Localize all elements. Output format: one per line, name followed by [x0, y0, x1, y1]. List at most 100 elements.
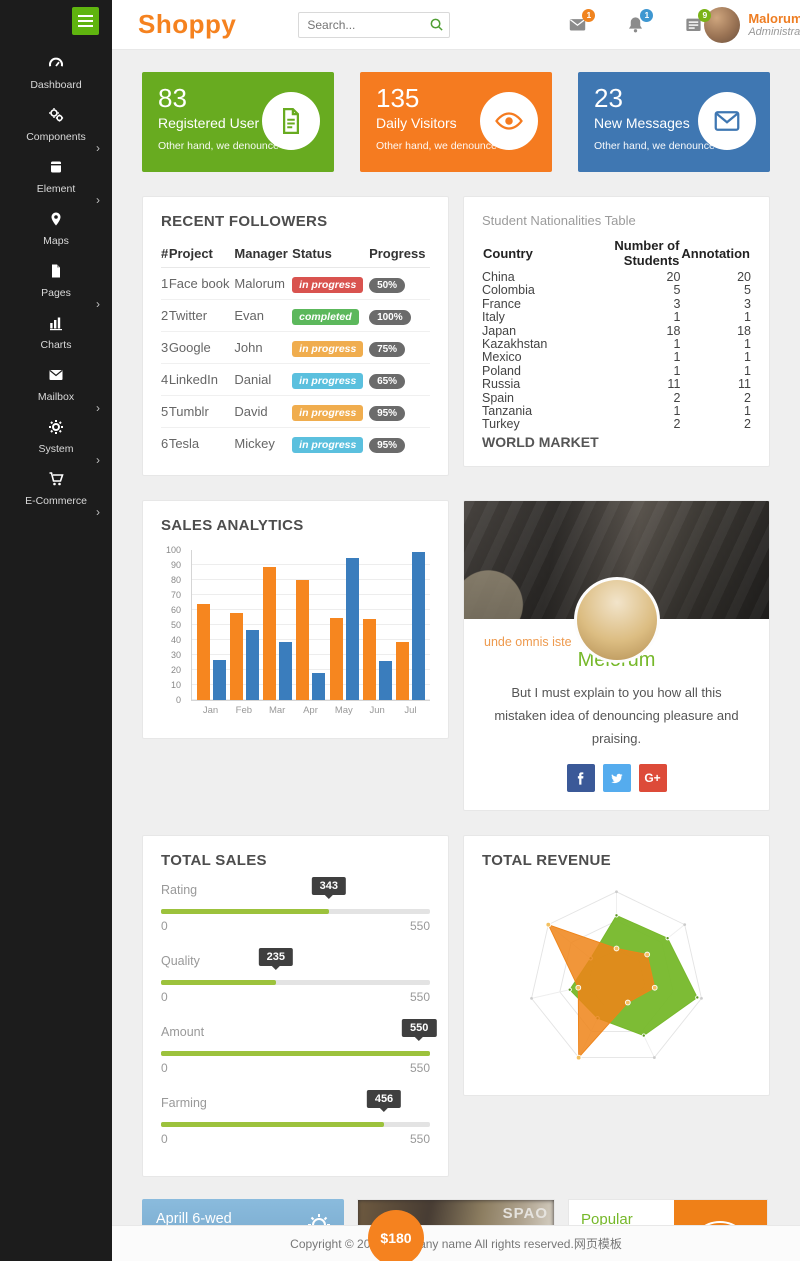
sales-chart-plot	[191, 550, 430, 701]
table-row: Russia 11 11	[482, 377, 751, 392]
sidebar-item-mailbox[interactable]: Mailbox ›	[0, 360, 112, 415]
sidebar-item-components[interactable]: Components ›	[0, 100, 112, 155]
bar-series-blue[interactable]	[312, 673, 326, 700]
table-row: Kazakhstan 1 1	[482, 337, 751, 352]
bar-series-blue[interactable]	[246, 629, 260, 700]
stat-subtext: Other hand, we denounce	[376, 140, 497, 152]
bar-series-blue[interactable]	[279, 641, 293, 700]
mailbox-icon	[48, 370, 64, 387]
progress-track[interactable]	[161, 980, 430, 986]
progress-track[interactable]	[161, 1051, 430, 1057]
total-sales-title: TOTAL SALES	[161, 852, 267, 870]
bar-series-orange[interactable]	[395, 641, 409, 700]
scale-min: 0	[161, 1061, 168, 1076]
sidebar-item-dashboard[interactable]: Dashboard	[0, 48, 112, 100]
y-tick-label: 50	[170, 620, 181, 630]
table-row[interactable]: 4 LinkedIn Danial in progress 65%	[161, 363, 430, 396]
twitter-icon[interactable]	[602, 764, 631, 793]
column-header: Annotation	[681, 245, 750, 261]
sidebar-item-system[interactable]: System ›	[0, 412, 112, 467]
sidebar-item-charts[interactable]: Charts	[0, 308, 112, 360]
bar-series-orange[interactable]	[362, 619, 376, 700]
column-header: #	[161, 240, 169, 268]
table-row: France 3 3	[482, 296, 751, 311]
facebook-icon[interactable]	[566, 764, 595, 793]
y-tick-label: 70	[170, 590, 181, 600]
bar-series-orange[interactable]	[296, 580, 310, 700]
revenue-radar-svg	[530, 890, 703, 1061]
progress-fill	[161, 980, 276, 986]
bar-series-orange[interactable]	[197, 604, 210, 700]
table-row[interactable]: 1 Face book Malorum in progress 50%	[161, 267, 430, 300]
table-row[interactable]: 3 Google John in progress 75%	[161, 331, 430, 364]
x-tick-label: May	[334, 705, 353, 716]
stat-card-registered-user[interactable]: 83 Registered User Other hand, we denoun…	[142, 72, 334, 172]
y-tick-label: 20	[170, 665, 181, 675]
progress-track[interactable]	[161, 909, 430, 915]
sidebar-item-pages[interactable]: Pages ›	[0, 256, 112, 311]
x-tick-label: Feb	[235, 705, 253, 716]
app-logo[interactable]: Shoppy	[138, 9, 237, 39]
y-tick-label: 0	[175, 695, 181, 705]
table-row[interactable]: 2 Twitter Evan completed 100%	[161, 299, 430, 332]
stat-card-daily-visitors[interactable]: 135 Daily Visitors Other hand, we denoun…	[360, 72, 552, 172]
header-icons: 1 1 9	[568, 8, 712, 35]
sidebar-item-element[interactable]: Element ›	[0, 152, 112, 207]
google-plus-icon[interactable]: G+	[638, 764, 667, 793]
hamburger-menu-button[interactable]	[72, 7, 99, 35]
bar-series-blue[interactable]	[345, 557, 359, 700]
element-icon	[48, 161, 64, 179]
tasks-button[interactable]: 9	[684, 8, 712, 35]
sidebar-item-ecommerce[interactable]: E-Commerce ›	[0, 464, 112, 519]
stat-label: Daily Visitors	[376, 115, 457, 131]
scale-max: 550	[409, 919, 430, 934]
table-row[interactable]: 6 Tesla Mickey in progress 95%	[161, 428, 430, 460]
bar-series-orange[interactable]	[263, 566, 277, 700]
bar-series-orange[interactable]	[329, 617, 343, 700]
sales-chart: 100 90 80 70 60 50 40 30 20 10 0 Jan Feb Mar Apr May Ju…	[161, 545, 430, 716]
scale-max: 550	[409, 990, 430, 1005]
scale-min: 0	[161, 919, 168, 934]
envelope-icon	[698, 92, 756, 150]
bar-series-blue[interactable]	[378, 661, 392, 700]
messages-button[interactable]: 1	[568, 8, 596, 35]
table-row[interactable]: 5 Tumblr David in progress 95%	[161, 395, 430, 428]
column-header: Project	[168, 240, 235, 268]
search-input[interactable]	[298, 11, 451, 38]
user-role: Administrator	[748, 26, 800, 38]
sidebar-item-label: Maps	[43, 235, 69, 247]
sidebar-item-maps[interactable]: Maps	[0, 204, 112, 256]
stat-value: 23	[594, 83, 623, 113]
progress-badge: 65%	[369, 374, 406, 389]
main-content: 83 Registered User Other hand, we denoun…	[112, 50, 800, 1261]
sales-analytics-card: SALES ANALYTICS 100 90 80 70 60 50 40 30 20 10 0 J…	[142, 500, 449, 739]
sidebar-item-label: Components	[26, 131, 86, 143]
stat-value: 83	[158, 83, 187, 113]
bar-series-orange[interactable]	[230, 613, 244, 700]
sidebar-item-label: E-Commerce	[25, 495, 87, 507]
column-header: Manager	[234, 240, 293, 268]
progress-value-badge: 343	[311, 877, 347, 896]
recent-followers-title: RECENT FOLLOWERS	[161, 213, 328, 230]
progress-badge: 95%	[369, 438, 406, 453]
chevron-right-icon: ›	[96, 193, 100, 207]
chevron-right-icon: ›	[96, 297, 100, 311]
total-revenue-title: TOTAL REVENUE	[482, 852, 611, 870]
popular-title: Popular	[581, 1211, 633, 1229]
sales-chart-x-axis: Jan Feb Mar Apr May Jun Jul	[191, 701, 430, 716]
notifications-button[interactable]: 1	[626, 8, 654, 35]
bar-series-blue[interactable]	[213, 659, 226, 700]
user-menu[interactable]: Malorum Administrator	[704, 6, 800, 43]
progress-fill	[161, 909, 329, 915]
stat-card-new-messages[interactable]: 23 New Messages Other hand, we denounce	[578, 72, 770, 172]
sales-progress-item: Quality 235 0 550	[161, 948, 430, 1005]
search-icon[interactable]	[429, 17, 444, 32]
x-tick-label: Jan	[202, 705, 219, 716]
bar-series-blue[interactable]	[411, 551, 425, 700]
scale-min: 0	[161, 990, 168, 1005]
progress-track[interactable]	[161, 1122, 430, 1128]
dashboard-icon	[48, 57, 64, 75]
tasks-count-badge: 9	[698, 8, 712, 22]
stat-label: Registered User	[158, 115, 260, 131]
